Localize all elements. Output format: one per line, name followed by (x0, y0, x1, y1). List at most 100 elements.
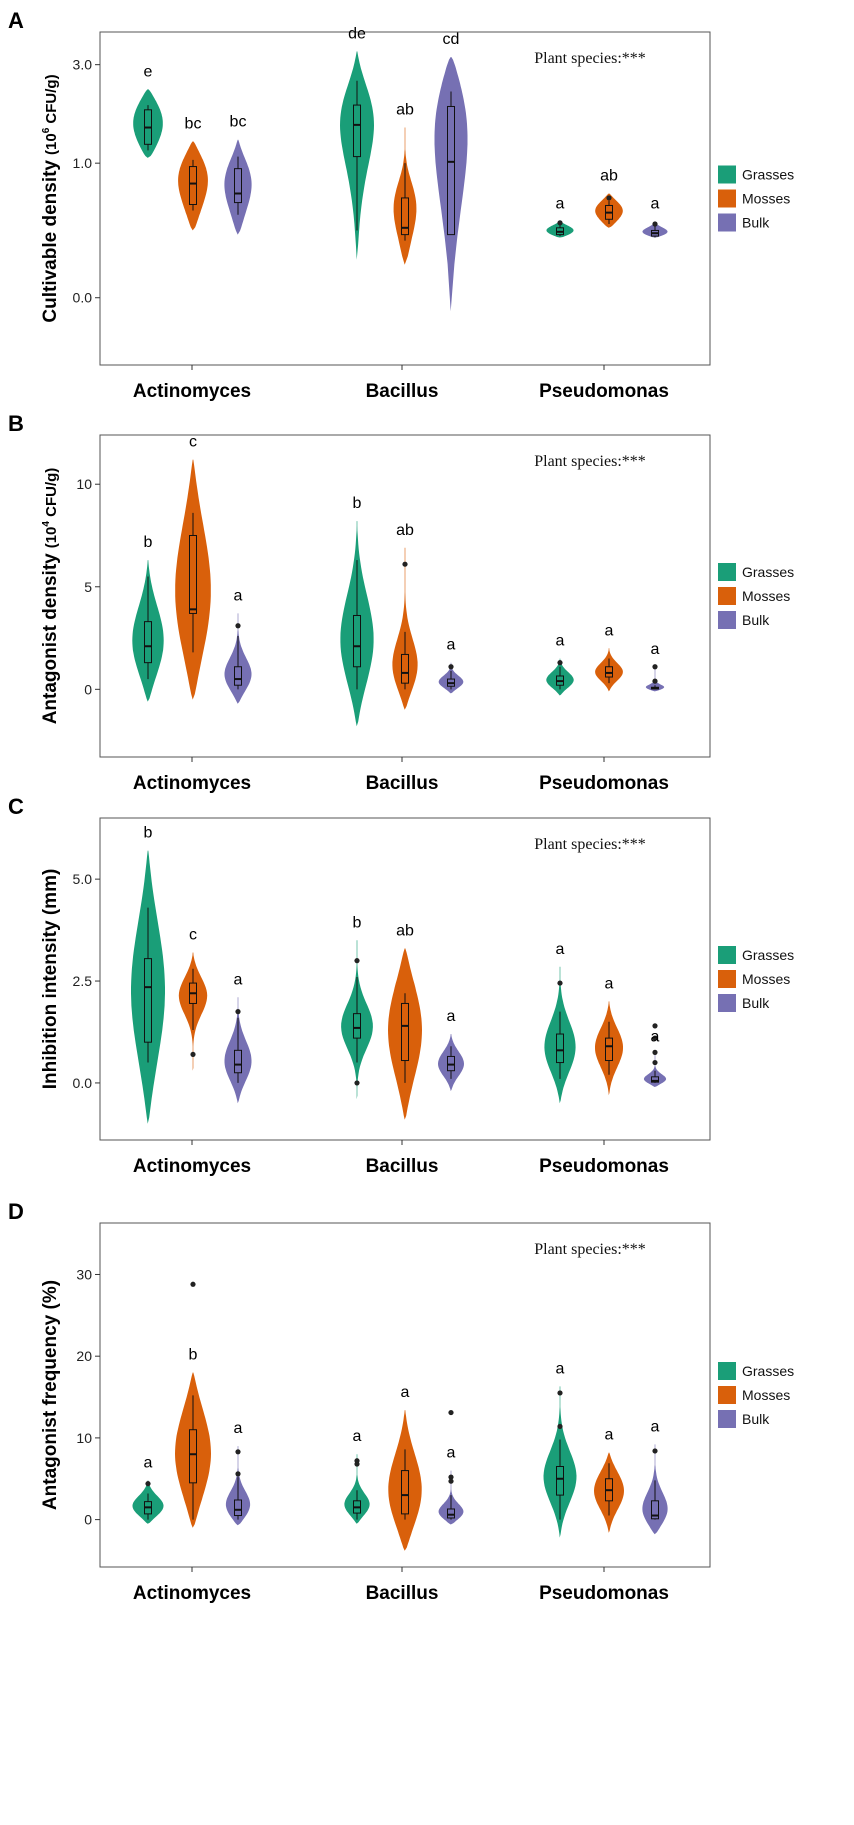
category-label-bacillus: Bacillus (366, 1156, 439, 1177)
violin-actinomyces-grasses: e (133, 63, 163, 158)
outlier-point (557, 660, 563, 666)
legend-swatch-mosses (718, 587, 736, 605)
significance-letter: bc (185, 115, 202, 132)
box (189, 534, 197, 614)
significance-letter: a (556, 1360, 565, 1377)
significance-letter: a (651, 641, 660, 658)
significance-letter: a (447, 637, 456, 654)
violin-actinomyces-bulk: a (224, 971, 252, 1104)
violin-bacillus-bulk: cd (434, 31, 468, 312)
outlier-point (235, 1471, 241, 1477)
violin-bacillus-mosses: ab (393, 102, 417, 265)
violin-actinomyces-mosses: bc (178, 115, 208, 231)
violin-actinomyces-grasses: b (131, 825, 165, 1124)
category-label-actinomyces: Actinomyces (133, 1583, 251, 1604)
significance-letter: b (189, 1347, 198, 1364)
y-axis-label: Antagonist frequency (%) (40, 1280, 61, 1510)
panel-label: B (8, 411, 24, 436)
significance-letter: b (353, 495, 362, 512)
legend-swatch-grasses (718, 946, 736, 964)
outlier-point (557, 1390, 563, 1396)
violin-actinomyces-mosses: b (175, 1281, 211, 1528)
box (556, 1465, 564, 1496)
y-axis-label-text: Antagonist frequency (%) (40, 1280, 61, 1510)
y-tick-label: 2.5 (73, 973, 93, 989)
significance-letter: a (556, 941, 565, 958)
y-axis-label: Inhibition intensity (mm) (40, 869, 61, 1090)
violin-pseudomonas-bulk: a (642, 1418, 668, 1535)
legend-swatch-mosses (718, 189, 736, 208)
significance-letter: cd (443, 31, 460, 48)
category-label-bacillus: Bacillus (366, 1583, 439, 1604)
y-axis-label: Antagonist density (104 CFU/g) (40, 468, 61, 725)
outlier-point (145, 1481, 151, 1487)
significance-letter: e (144, 63, 153, 80)
box (556, 1033, 564, 1064)
y-tick-label: 0.0 (73, 290, 93, 306)
y-tick-label: 5.0 (73, 871, 93, 887)
violin-pseudomonas-grasses: a (543, 1360, 577, 1538)
category-label-pseudomonas: Pseudomonas (539, 773, 669, 794)
legend-label-mosses: Mosses (742, 588, 790, 604)
outlier-point (652, 1023, 658, 1029)
violin-pseudomonas-mosses: a (595, 622, 623, 692)
legend-swatch-bulk (718, 994, 736, 1012)
y-tick-label: 30 (76, 1266, 92, 1282)
legend-swatch-grasses (718, 1362, 736, 1380)
violin-actinomyces-mosses: c (175, 434, 211, 700)
legend-label-mosses: Mosses (742, 1387, 790, 1403)
y-tick-label: 0.0 (73, 1075, 93, 1091)
outlier-point (235, 1449, 241, 1455)
box (189, 1429, 197, 1484)
violin-actinomyces-mosses: c (178, 927, 208, 1071)
violin-body (392, 547, 418, 710)
panel-A: A 0.0 1.0 3.0 Cultivable density (106 CFU/g) P… (8, 8, 794, 402)
significance-letter: a (651, 196, 660, 213)
significance-letter: a (234, 971, 243, 988)
outlier-point (557, 980, 563, 986)
box (353, 104, 361, 158)
legend-label-bulk: Bulk (742, 612, 770, 628)
category-label-actinomyces: Actinomyces (133, 773, 251, 794)
violin-bacillus-grasses: a (344, 1428, 370, 1524)
y-axis-unit: (10 (43, 133, 60, 155)
outlier-point (652, 1059, 658, 1066)
outlier-point (354, 958, 360, 964)
outlier-point (652, 1035, 658, 1041)
violin-pseudomonas-grasses: a (546, 633, 574, 696)
box (401, 653, 409, 684)
outlier-point (448, 1474, 454, 1480)
panel-label: C (8, 794, 24, 819)
y-axis-label-text: Inhibition intensity (mm) (40, 869, 61, 1090)
box (144, 621, 152, 664)
violin-bacillus-bulk: a (438, 1008, 464, 1092)
significance-letter: b (353, 914, 362, 931)
legend-label-mosses: Mosses (742, 191, 790, 207)
plot-frame (99, 1222, 711, 1568)
y-axis-label-text: Antagonist density (40, 553, 61, 724)
violin-bacillus-mosses: ab (392, 522, 418, 710)
violin-bacillus-grasses: b (340, 495, 374, 727)
outlier-point (448, 1478, 454, 1484)
outlier-point (557, 1423, 563, 1430)
violin-bacillus-bulk: a (438, 637, 464, 694)
legend-swatch-bulk (718, 1410, 736, 1428)
legend-label-mosses: Mosses (742, 971, 790, 987)
y-tick-label: 0 (84, 681, 92, 697)
legend-swatch-grasses (718, 165, 736, 184)
panel-B: B 0 5 10 Antagonist density (104 CFU/g) Plant … (8, 411, 794, 794)
significance-letter: a (401, 1384, 410, 1401)
significance-annotation: Plant species:*** (534, 50, 646, 67)
y-tick-label: 10 (76, 476, 92, 492)
y-axis-unit-exponent: 4 (41, 521, 52, 527)
category-label-actinomyces: Actinomyces (133, 381, 251, 402)
plot-frame (99, 817, 711, 1141)
legend-label-bulk: Bulk (742, 995, 770, 1011)
violin-bacillus-grasses: de (340, 25, 374, 260)
outlier-point (652, 1448, 658, 1454)
box (353, 614, 361, 668)
box (651, 1076, 659, 1083)
significance-letter: a (605, 1427, 614, 1444)
y-tick-label: 5 (84, 579, 92, 595)
significance-letter: a (605, 622, 614, 639)
